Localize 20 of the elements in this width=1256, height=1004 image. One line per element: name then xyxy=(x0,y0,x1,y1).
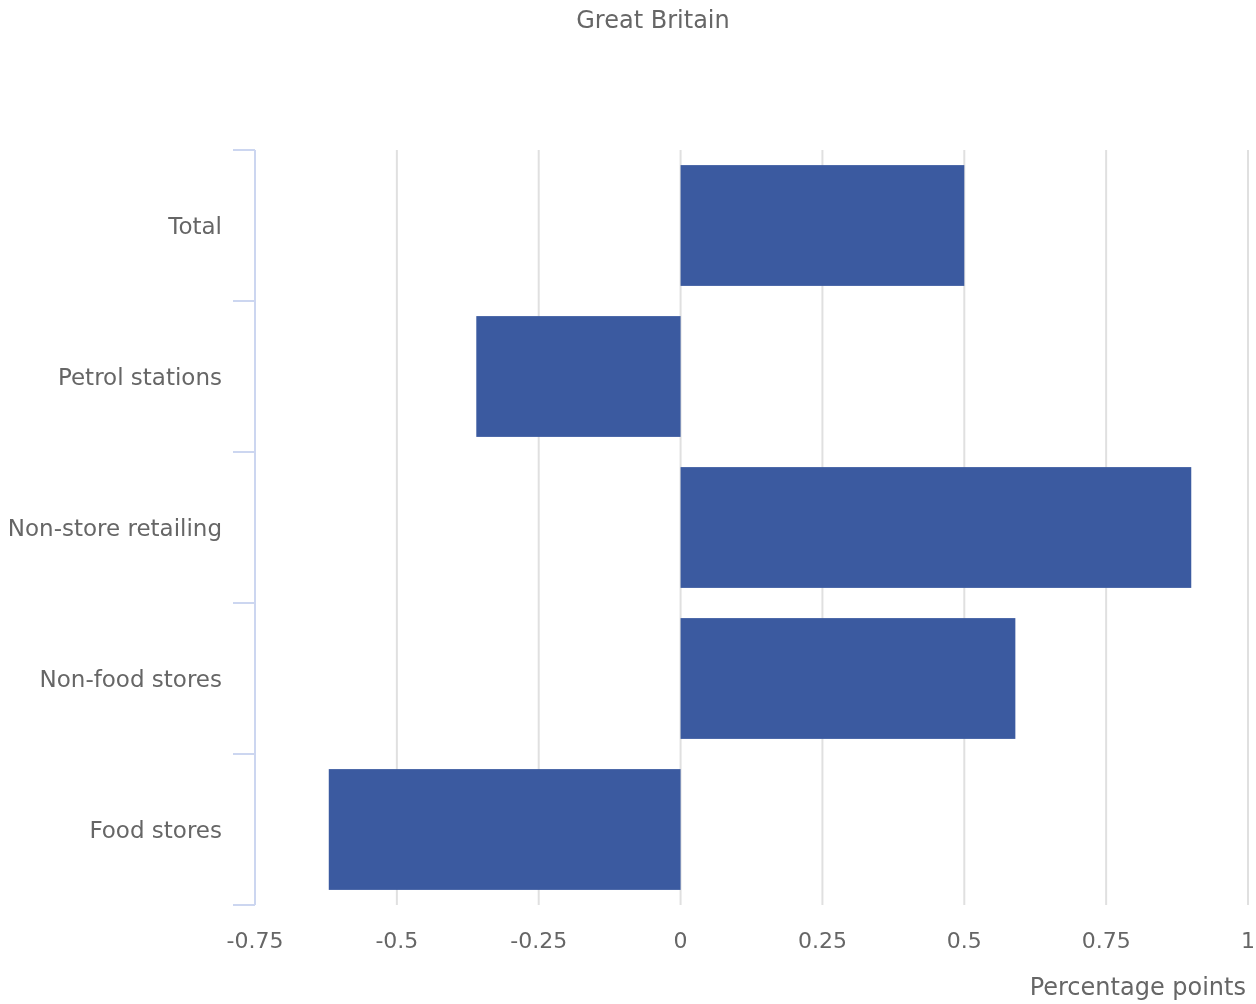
chart-title: Great Britain xyxy=(576,6,730,34)
y-tick-label: Non-food stores xyxy=(39,665,222,692)
x-tick-label: -0.75 xyxy=(226,928,284,953)
bar xyxy=(680,165,965,286)
y-tick-label: Total xyxy=(167,212,222,239)
bar xyxy=(476,316,681,437)
x-tick-label: 0.5 xyxy=(946,928,982,953)
x-axis-title: Percentage points xyxy=(1029,973,1246,1001)
y-tick-label: Food stores xyxy=(89,816,222,843)
bar xyxy=(680,467,1192,588)
x-tick-label: 1 xyxy=(1241,928,1255,953)
y-tick-label: Petrol stations xyxy=(57,363,222,390)
x-tick-label: -0.25 xyxy=(510,928,568,953)
bar xyxy=(680,618,1016,739)
y-tick-label: Non-store retailing xyxy=(7,514,222,541)
x-tick-label: 0.25 xyxy=(797,928,847,953)
bar xyxy=(328,769,681,890)
x-tick-label: 0 xyxy=(673,928,688,953)
x-tick-label: 0.75 xyxy=(1081,928,1131,953)
x-tick-label: -0.5 xyxy=(375,928,419,953)
